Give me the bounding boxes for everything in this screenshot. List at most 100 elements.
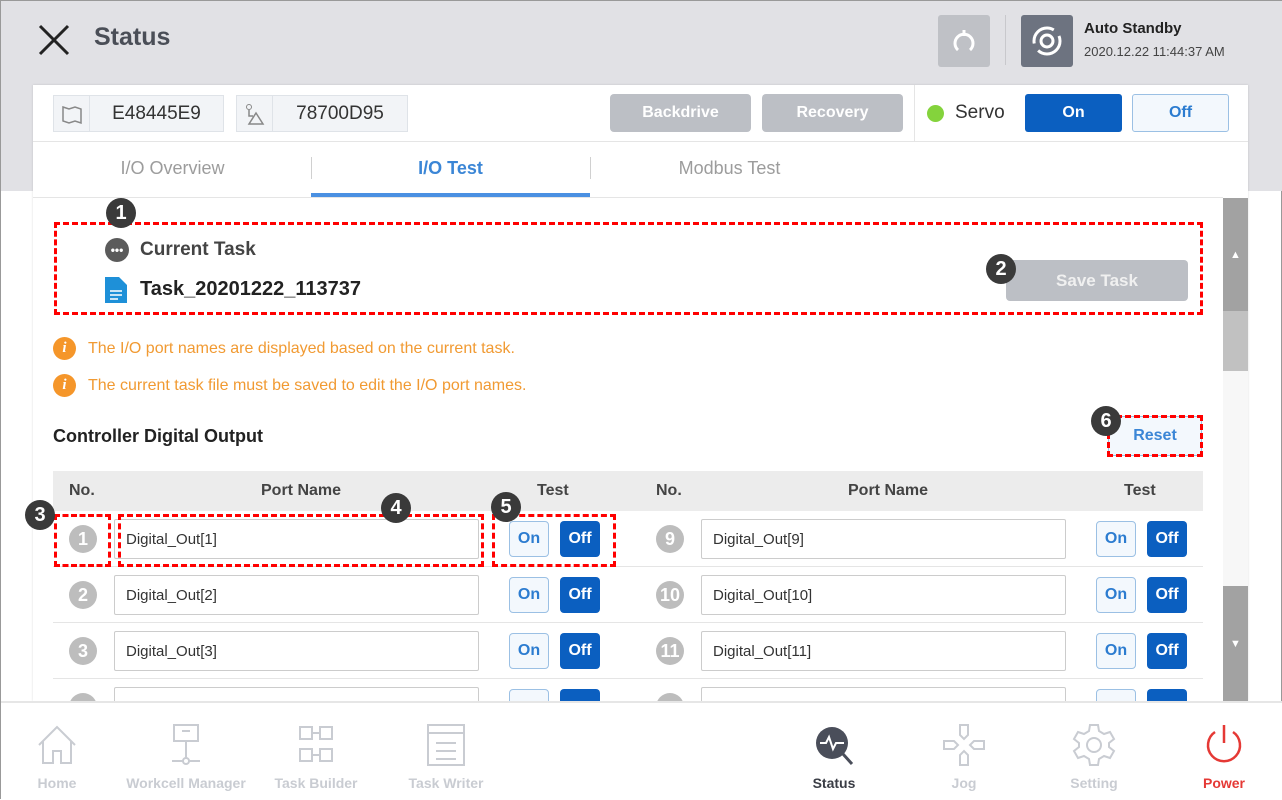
scrollbar-thumb[interactable] <box>1223 311 1248 371</box>
col-test: Test <box>537 482 569 499</box>
status-icon <box>816 727 854 766</box>
controller-id: E48445E9 <box>53 95 224 132</box>
nav-gear[interactable]: Setting <box>1029 703 1159 800</box>
table-row: 3 Digital_Out[3] On Off 11 Digital_Out[11] On O… <box>53 623 1203 679</box>
backdrive-button[interactable]: Backdrive <box>610 94 751 132</box>
port-number <box>656 693 684 701</box>
test-off-button[interactable]: Off <box>1147 633 1187 669</box>
robot-id: 78700D95 <box>236 95 408 132</box>
col-no: No. <box>69 482 95 499</box>
controller-icon <box>54 96 90 131</box>
test-off-button[interactable] <box>560 689 600 701</box>
port-name-input[interactable] <box>114 687 479 701</box>
port-name-input[interactable]: Digital_Out[9] <box>701 519 1066 559</box>
info-icon: i <box>53 337 76 360</box>
nav-power[interactable]: Power <box>1159 703 1282 800</box>
annotation-box <box>1107 415 1203 457</box>
annotation-badge: 6 <box>1091 406 1121 436</box>
port-name-input[interactable]: Digital_Out[2] <box>114 575 479 615</box>
divider <box>914 85 915 141</box>
port-name-input[interactable]: Digital_Out[3] <box>114 631 479 671</box>
test-off-button[interactable]: Off <box>560 633 600 669</box>
test-on-button[interactable]: On <box>509 577 549 613</box>
nav-home[interactable]: Home <box>0 703 122 800</box>
jog-icon <box>943 724 985 766</box>
test-on-button[interactable]: On <box>1096 633 1136 669</box>
bottom-nav: Home Workcell Manager Task Builder Task Wri… <box>1 701 1282 800</box>
annotation-box <box>54 514 111 567</box>
workcell-icon <box>172 724 200 765</box>
current-task-label: Current Task <box>140 239 256 260</box>
nav-workcell[interactable]: Workcell Manager <box>121 703 251 800</box>
port-number: 3 <box>69 637 97 665</box>
servo-label: Servo <box>955 102 1005 123</box>
robot-home-icon <box>953 30 975 52</box>
test-off-button[interactable]: Off <box>560 577 600 613</box>
power-icon <box>1206 725 1242 763</box>
robot-mode-icon <box>1021 15 1073 67</box>
divider <box>1005 15 1006 65</box>
port-name-input[interactable]: Digital_Out[11] <box>701 631 1066 671</box>
divider <box>590 157 591 179</box>
tab-modbus-test[interactable]: Modbus Test <box>678 158 781 178</box>
nav-task-writer[interactable]: Task Writer <box>381 703 511 800</box>
nav-jog[interactable]: Jog <box>899 703 1029 800</box>
servo-on-button[interactable]: On <box>1025 94 1122 132</box>
notice: i The I/O port names are displayed based … <box>53 337 515 360</box>
task-name: Task_20201222_113737 <box>140 278 361 300</box>
test-off-button[interactable]: Off <box>1147 577 1187 613</box>
save-task-button[interactable]: Save Task <box>1006 260 1188 301</box>
test-off-button[interactable] <box>1147 689 1187 701</box>
test-on-button[interactable]: On <box>509 521 549 557</box>
col-port-name: Port Name <box>261 482 342 499</box>
tab-io-overview[interactable]: I/O Overview <box>120 158 225 178</box>
task-writer-icon <box>427 724 465 766</box>
servo-off-button[interactable]: Off <box>1132 94 1229 132</box>
robot-warning-icon <box>237 96 273 131</box>
recovery-button[interactable]: Recovery <box>762 94 903 132</box>
tab-io-test[interactable]: I/O Test <box>418 158 483 178</box>
scroll-down-button[interactable]: ▼ <box>1223 586 1248 701</box>
servo-status-indicator <box>927 105 944 122</box>
test-on-button[interactable] <box>509 689 549 701</box>
table-row: 2 Digital_Out[2] On Off 10 Digital_Out[10] On O… <box>53 567 1203 623</box>
port-name-input[interactable]: Digital_Out[1] <box>114 519 479 559</box>
divider <box>33 141 1248 142</box>
test-on-button[interactable]: On <box>1096 521 1136 557</box>
annotation-box <box>492 514 616 567</box>
test-off-button[interactable]: Off <box>560 521 600 557</box>
col-port-name: Port Name <box>848 482 929 499</box>
close-icon[interactable] <box>37 23 71 57</box>
test-on-button[interactable] <box>1096 689 1136 701</box>
table-body: 1 Digital_Out[1] On Off 9 Digital_Out[9] On Off… <box>53 511 1203 701</box>
more-icon: ••• <box>105 238 129 262</box>
port-number: 10 <box>656 581 684 609</box>
reset-button[interactable]: Reset <box>1108 416 1202 456</box>
port-number: 11 <box>656 637 684 665</box>
section-title: Controller Digital Output <box>53 426 263 446</box>
port-number: 2 <box>69 581 97 609</box>
scroll-up-button[interactable]: ▲ <box>1223 198 1248 311</box>
table-row: 1 Digital_Out[1] On Off 9 Digital_Out[9] On Off <box>53 511 1203 567</box>
annotation-box <box>118 514 484 567</box>
document-icon <box>105 277 127 303</box>
annotation-box <box>54 222 1203 315</box>
info-icon: i <box>53 374 76 397</box>
annotation-badge: 1 <box>106 198 136 228</box>
annotation-badge: 4 <box>381 493 411 523</box>
col-no: No. <box>656 482 682 499</box>
annotation-badge: 2 <box>986 254 1016 284</box>
table-row <box>53 679 1203 701</box>
test-on-button[interactable]: On <box>1096 577 1136 613</box>
annotation-badge: 5 <box>491 492 521 522</box>
port-name-input[interactable]: Digital_Out[10] <box>701 575 1066 615</box>
notice: i The current task file must be saved to … <box>53 374 526 397</box>
divider <box>33 197 1223 198</box>
robot-home-button[interactable] <box>938 15 990 67</box>
nav-task-builder[interactable]: Task Builder <box>251 703 381 800</box>
test-off-button[interactable]: Off <box>1147 521 1187 557</box>
nav-status[interactable]: Status <box>769 703 899 800</box>
test-on-button[interactable]: On <box>509 633 549 669</box>
task-builder-icon <box>299 726 333 762</box>
port-name-input[interactable] <box>701 687 1066 701</box>
